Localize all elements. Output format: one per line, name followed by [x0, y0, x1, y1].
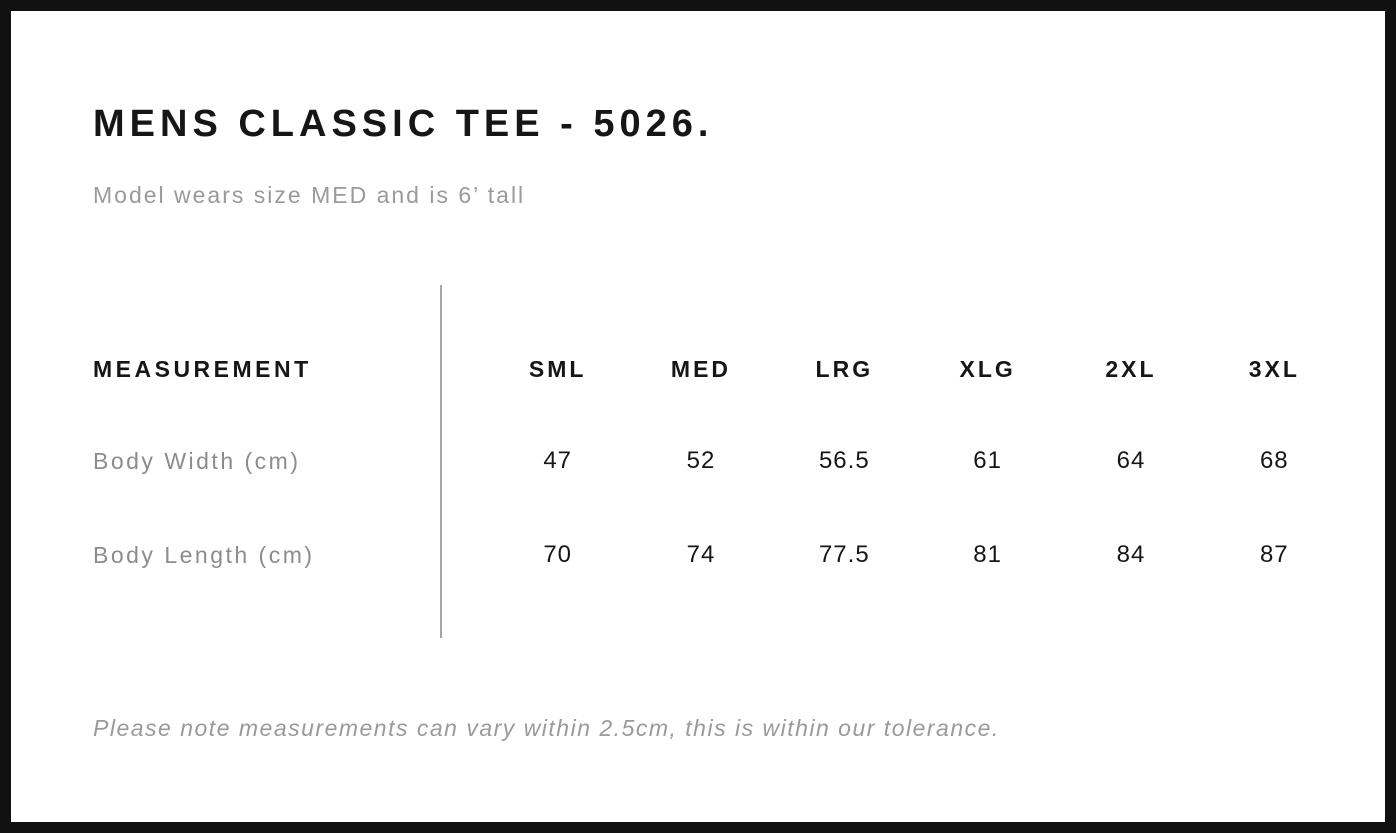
row-label-body-length: Body Length (cm) [93, 541, 315, 568]
body-length-med: 74 [686, 541, 716, 568]
body-length-2xl: 84 [1116, 541, 1146, 568]
body-width-med: 52 [686, 447, 716, 474]
size-header-columns: SML MED LRG XLG 2XL 3XL [486, 356, 1346, 383]
column-header-xlg: XLG [959, 355, 1016, 382]
tolerance-note: Please note measurements can vary within… [93, 715, 1000, 741]
body-length-lrg: 77.5 [818, 541, 870, 568]
body-width-3xl: 68 [1259, 447, 1289, 474]
table-header-row: MEASUREMENT SML MED LRG XLG 2XL 3XL [11, 351, 1385, 387]
row-label-body-width: Body Width (cm) [93, 447, 301, 474]
body-width-lrg: 56.5 [818, 447, 870, 474]
column-header-3xl: 3XL [1248, 355, 1300, 382]
row-values-body-width: 47 52 56.5 61 64 68 [486, 447, 1346, 475]
table-row-body-width: Body Width (cm) 47 52 56.5 61 64 68 [11, 443, 1385, 479]
row-values-body-length: 70 74 77.5 81 84 87 [486, 541, 1346, 569]
column-header-2xl: 2XL [1105, 355, 1157, 382]
column-header-lrg: LRG [815, 355, 874, 382]
body-length-3xl: 87 [1259, 541, 1289, 568]
column-header-measurement: MEASUREMENT [93, 355, 312, 382]
column-header-sml: SML [528, 355, 587, 382]
body-width-2xl: 64 [1116, 447, 1146, 474]
body-width-xlg: 61 [973, 447, 1002, 474]
body-length-sml: 70 [543, 541, 573, 568]
page-title: MENS CLASSIC TEE - 5026. [93, 103, 714, 145]
column-header-med: MED [670, 355, 732, 382]
body-width-sml: 47 [543, 447, 573, 474]
body-length-xlg: 81 [973, 541, 1002, 568]
table-row-body-length: Body Length (cm) 70 74 77.5 81 84 87 [11, 537, 1385, 573]
model-size-note: Model wears size MED and is 6’ tall [93, 182, 526, 208]
table-vertical-divider [440, 285, 442, 638]
